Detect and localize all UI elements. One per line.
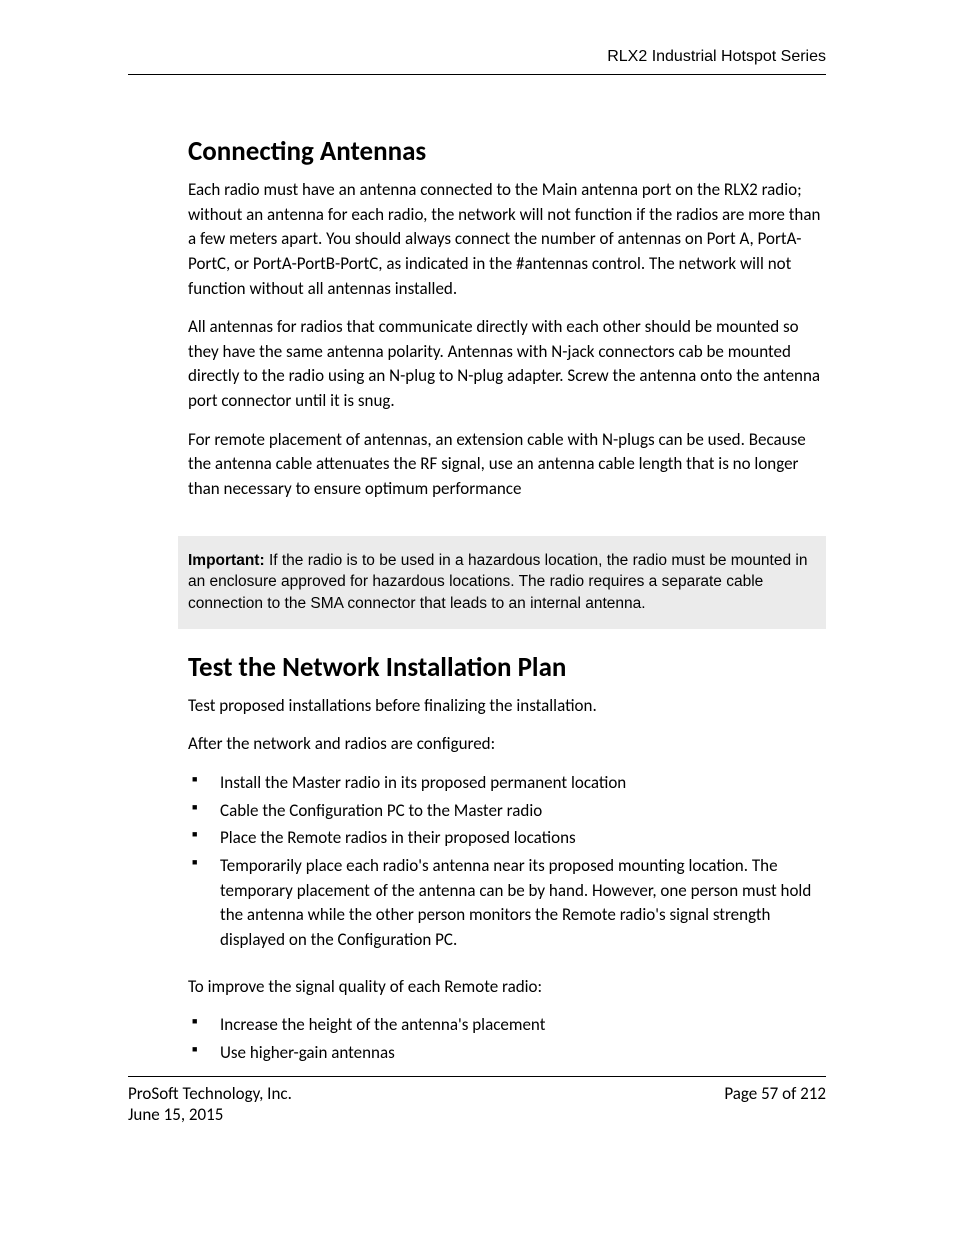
list-item: Temporarily place each radio's antenna n…	[188, 854, 826, 953]
section1-title: Connecting Antennas	[188, 135, 826, 168]
list-item: Place the Remote radios in their propose…	[188, 826, 826, 851]
list-item: Cable the Configuration PC to the Master…	[188, 799, 826, 824]
section1-p2: All antennas for radios that communicate…	[188, 315, 826, 414]
footer-company: ProSoft Technology, Inc.	[128, 1083, 292, 1104]
section2-title: Test the Network Installation Plan	[188, 651, 826, 684]
footer-date: June 15, 2015	[128, 1104, 292, 1125]
page-footer: ProSoft Technology, Inc. June 15, 2015 P…	[128, 1076, 826, 1125]
important-text: If the radio is to be used in a hazardou…	[188, 552, 807, 612]
section2-p3: To improve the signal quality of each Re…	[188, 975, 826, 1000]
list-item: Increase the height of the antenna's pla…	[188, 1013, 826, 1038]
section2-bullets2: Increase the height of the antenna's pla…	[188, 1013, 826, 1065]
footer-page: Page 57 of 212	[724, 1083, 826, 1104]
section1-p3: For remote placement of antennas, an ext…	[188, 428, 826, 502]
footer-right: Page 57 of 212	[724, 1083, 826, 1125]
page-content: Connecting Antennas Each radio must have…	[188, 135, 826, 1065]
footer-left: ProSoft Technology, Inc. June 15, 2015	[128, 1083, 292, 1125]
header-text: RLX2 Industrial Hotspot Series	[607, 48, 826, 65]
page-header: RLX2 Industrial Hotspot Series	[128, 48, 826, 75]
section2-p1: Test proposed installations before final…	[188, 694, 826, 719]
important-label: Important:	[188, 552, 265, 569]
page: RLX2 Industrial Hotspot Series Connectin…	[0, 0, 954, 1235]
list-item: Install the Master radio in its proposed…	[188, 771, 826, 796]
list-item: Use higher-gain antennas	[188, 1041, 826, 1066]
section2-p2: After the network and radios are configu…	[188, 732, 826, 757]
important-note: Important: If the radio is to be used in…	[178, 536, 826, 629]
section1-p1: Each radio must have an antenna connecte…	[188, 178, 826, 301]
section2-bullets1: Install the Master radio in its proposed…	[188, 771, 826, 952]
